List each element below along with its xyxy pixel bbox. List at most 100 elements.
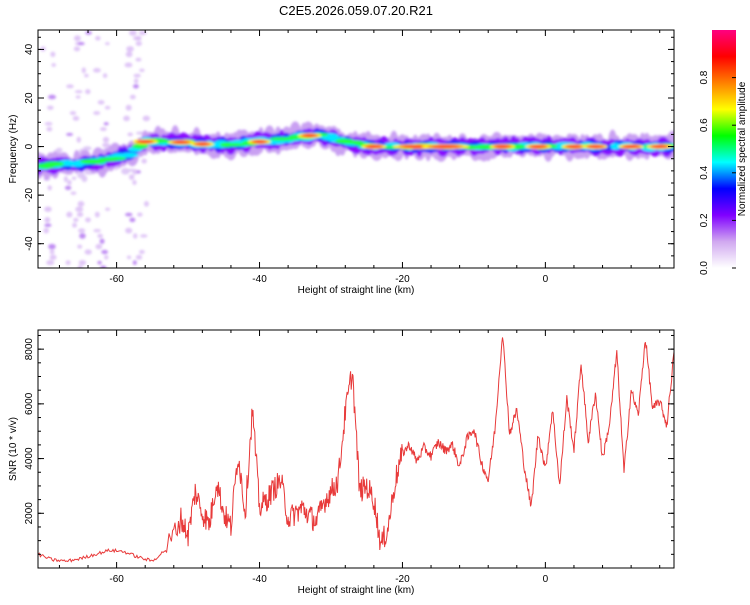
x-tick-label: -40 xyxy=(252,274,267,285)
noise-streak-cell xyxy=(75,95,81,99)
noise-streak-cell xyxy=(127,132,134,137)
ridge-green xyxy=(223,142,246,147)
noise-streak-cell xyxy=(141,158,147,164)
noise-streak-cell xyxy=(124,62,133,68)
noise-streak-cell xyxy=(132,84,139,89)
noise-streak-cell xyxy=(133,233,138,239)
heatmap-blobs xyxy=(38,30,674,268)
noise-streak-cell xyxy=(77,42,85,46)
noise-streak-cell xyxy=(66,84,74,89)
noise-streak-cell xyxy=(132,260,137,266)
noise-streak-cell xyxy=(73,35,81,42)
noise-streak-cell xyxy=(97,260,102,265)
noise-streak-cell xyxy=(123,115,130,122)
noise-streak-cell xyxy=(133,73,141,78)
x-tick-label: 0 xyxy=(543,574,549,585)
noise-streak-cell xyxy=(126,255,132,260)
noise-streak-cell xyxy=(44,223,52,228)
ridge-core-red xyxy=(195,142,209,146)
noise-streak-cell xyxy=(51,63,56,67)
ridge-cyan xyxy=(610,142,621,150)
noise-streak-cell xyxy=(46,260,55,266)
noise-streak-cell xyxy=(133,78,139,84)
noise-streak-cell xyxy=(95,36,101,41)
noise-streak-cell xyxy=(50,51,56,57)
snr-panel: -60 -40 -20 0 2000 4000 6000 8000 Height of st… xyxy=(8,329,675,596)
ridge-core-red xyxy=(588,145,603,148)
ridge-cyan xyxy=(120,152,139,158)
noise-speck xyxy=(121,167,130,175)
ridge-core-red xyxy=(531,145,546,148)
noise-streak-cell xyxy=(47,105,54,110)
ridge-core-red xyxy=(367,145,381,148)
y-tick-label: 2000 xyxy=(24,502,35,525)
noise-streak-cell xyxy=(75,206,84,212)
noise-streak-cell xyxy=(137,212,143,217)
noise-streak-cell xyxy=(128,174,135,181)
noise-streak-cell xyxy=(104,105,111,110)
snr-frame xyxy=(38,330,674,568)
y-tick-label: 4000 xyxy=(24,447,35,470)
ridge-core-red xyxy=(495,145,510,148)
noise-streak-cell xyxy=(46,126,53,132)
colorbar-label: Normalized spectral amplitude xyxy=(737,81,748,216)
noise-streak-cell xyxy=(84,249,92,255)
noise-streak-cell xyxy=(67,179,72,186)
noise-streak-cell xyxy=(143,201,149,207)
noise-streak-cell xyxy=(78,259,87,266)
noise-streak-cell xyxy=(73,217,79,222)
noise-streak-cell xyxy=(76,212,84,217)
y-tick-label: -40 xyxy=(24,236,35,251)
noise-streak-cell xyxy=(93,228,101,233)
noise-streak-cell xyxy=(47,185,52,191)
noise-streak-cell xyxy=(97,233,103,239)
noise-streak-cell xyxy=(66,132,74,136)
noise-streak-cell xyxy=(93,111,101,116)
ridge-core-red xyxy=(253,140,266,144)
noise-streak-cell xyxy=(142,115,151,122)
colorbar-bar xyxy=(712,30,736,268)
noise-streak-cell xyxy=(97,100,105,105)
ridge-green xyxy=(509,143,526,150)
noise-streak-cell xyxy=(125,104,132,111)
snr-y-label: SNR (10 * v/v) xyxy=(8,417,19,481)
colorbar-tick-label: 0.4 xyxy=(699,165,710,179)
noise-streak-cell xyxy=(66,211,73,218)
snr-series-line xyxy=(38,337,674,563)
noise-streak-cell xyxy=(103,122,109,126)
ridge-core-red xyxy=(567,145,581,148)
noise-streak-cell xyxy=(132,180,137,186)
spectrogram-panel: -60 -40 -20 0 -40 -20 0 20 40 Height of straigh… xyxy=(8,29,675,296)
ridge-green xyxy=(43,161,65,167)
ridge-green xyxy=(106,156,127,161)
noise-speck xyxy=(77,171,85,179)
noise-streak-cell xyxy=(73,46,81,52)
colorbar-ticks: 0.0 0.2 0.4 0.6 0.8 xyxy=(699,70,736,275)
noise-streak-cell xyxy=(77,244,83,249)
noise-speck xyxy=(82,146,92,151)
x-tick-label: -60 xyxy=(109,274,124,285)
noise-streak-cell xyxy=(102,142,110,148)
noise-streak-cell xyxy=(81,67,86,74)
noise-streak-cell xyxy=(100,265,107,268)
noise-streak-cell xyxy=(102,136,110,143)
y-tick-label: 0 xyxy=(24,143,35,149)
x-tick-label: -20 xyxy=(395,574,410,585)
noise-streak-cell xyxy=(135,41,142,46)
noise-streak-cell xyxy=(49,249,55,255)
ridge-core-red xyxy=(303,134,316,137)
y-tick-label: 6000 xyxy=(24,392,35,415)
noise-streak-cell xyxy=(70,191,77,195)
noise-streak-cell xyxy=(94,211,100,218)
spectrogram-border xyxy=(37,29,675,269)
noise-streak-cell xyxy=(49,254,57,261)
noise-streak-cell xyxy=(129,94,136,100)
noise-streak-cell xyxy=(44,216,51,223)
x-tick-label: -40 xyxy=(252,574,267,585)
ridge-core-red xyxy=(624,145,638,148)
noise-streak-cell xyxy=(126,46,134,52)
ridge-core-red xyxy=(432,145,459,148)
x-tick-label: -20 xyxy=(395,274,410,285)
colorbar-tick-label: 0.0 xyxy=(699,261,710,275)
